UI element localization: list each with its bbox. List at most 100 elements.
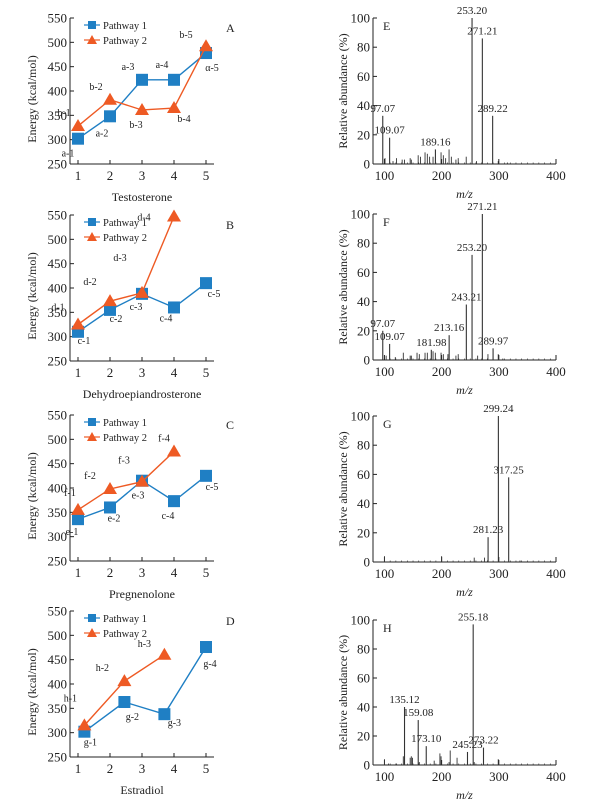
x-tick-label: 4 [171,565,178,580]
peak-label: 281.23 [473,524,504,536]
series-line [77,450,175,511]
y-tick-label: 400 [48,281,68,296]
x-tick-label: 100 [375,168,395,183]
y-tick-label: 250 [48,750,68,765]
y-axis-title: Relative abundance (%) [336,635,350,750]
peak-label: 271.21 [467,25,497,37]
data-point-square [72,513,84,526]
x-tick-label: 1 [75,761,82,776]
data-point-triangle [167,444,181,457]
data-point-square [104,501,116,514]
peak-label: 109.07 [374,125,405,137]
x-tick-label: 3 [139,565,146,580]
peak-label: 109.07 [374,331,405,343]
y-tick-label: 550 [48,604,68,619]
y-tick-label: 500 [48,628,68,643]
data-point-label: α-5 [205,63,219,74]
legend-square-marker [88,418,96,426]
data-point-triangle [167,101,181,114]
x-tick-label: 3 [139,761,146,776]
series-line [77,216,175,326]
y-tick-label: 350 [48,108,68,123]
x-tick-label: 300 [489,168,509,183]
peak-label: 243.21 [451,292,481,304]
y-tick-label: 300 [48,329,68,344]
x-axis-title: m/z [456,187,473,201]
x-tick-label: 2 [107,761,114,776]
y-axis-title: Relative abundance (%) [336,229,350,344]
y-tick-label: 0 [364,758,371,773]
x-tick-label: 1 [75,365,82,380]
y-tick-label: 20 [357,127,370,142]
data-point-label: a-3 [122,62,135,73]
data-point-label: h-3 [138,639,151,650]
peak-label: 289.22 [478,103,508,115]
data-point-triangle [135,102,149,115]
legend-item-pathway-2: Pathway 2 [84,432,147,444]
peak-label: 255.18 [458,611,489,623]
data-point-label: c-3 [130,302,143,313]
y-tick-label: 250 [48,554,68,569]
y-tick-label: 350 [48,505,68,520]
legend-label: Pathway 2 [103,629,147,640]
data-point-square [136,73,148,86]
panel-letter: C [226,418,234,432]
data-point-square [104,303,116,316]
panel-letter: D [226,614,235,628]
y-tick-label: 450 [48,652,68,667]
y-tick-label: 40 [357,496,370,511]
x-tick-label: 4 [171,761,178,776]
legend-square-marker [88,614,96,622]
x-tick-label: 100 [375,769,395,784]
y-tick-label: 60 [357,265,370,280]
y-axis-title: Energy (kcal/mol) [25,648,39,735]
panel-letter: F [383,215,390,229]
legend-label: Pathway 1 [103,218,147,229]
data-point-label: f-4 [158,434,170,445]
y-tick-label: 250 [48,354,68,369]
legend-item-pathway-1: Pathway 1 [84,218,147,229]
data-point-label: b-3 [129,120,142,131]
x-tick-label: 2 [107,168,114,183]
x-tick-label: 5 [203,761,210,776]
data-point-label: c-5 [208,289,221,300]
x-tick-label: 400 [546,566,566,581]
data-point-square [200,469,212,482]
peak-label: 271.21 [467,201,497,213]
panel-letter: B [226,218,234,232]
legend-label: Pathway 1 [103,21,147,32]
y-tick-label: 300 [48,529,68,544]
y-tick-label: 100 [351,409,371,424]
y-tick-label: 350 [48,701,68,716]
data-point-square [168,301,180,314]
x-axis-title: Testosterone [112,190,172,204]
panel-letter: E [383,19,390,33]
data-point-triangle [167,209,181,222]
data-point-label: a-1 [62,149,75,160]
peak-label: 189.16 [420,136,451,148]
legend-item-pathway-1: Pathway 1 [84,418,147,429]
panel-a: 250 300 350 400 450 500 550 1 2 3 4 5 Testosterone En… [25,11,235,205]
x-tick-label: 2 [107,565,114,580]
y-tick-label: 450 [48,59,68,74]
panel-g: 0 20 40 60 80 100 100 200 300 400 m/z Relative abun… [336,403,566,599]
peak-label: 245.23 [452,739,483,751]
data-point-label: c-4 [162,511,175,522]
x-tick-label: 2 [107,365,114,380]
legend-triangle-marker [87,628,97,637]
legend-square-marker [88,21,96,29]
data-point-label: d-2 [83,277,96,288]
y-tick-label: 80 [357,642,370,657]
data-point-label: g-4 [203,659,216,670]
legend-triangle-marker [87,232,97,241]
peak-label: 159.08 [403,707,434,719]
legend-item-pathway-2: Pathway 2 [84,232,147,244]
x-tick-label: 4 [171,365,178,380]
data-point-label: h-2 [96,663,109,674]
data-point-triangle [77,718,92,731]
data-point-label: f-3 [118,456,130,467]
y-tick-label: 550 [48,208,68,223]
x-tick-label: 5 [203,565,210,580]
y-tick-label: 550 [48,408,68,423]
y-tick-label: 550 [48,11,68,26]
